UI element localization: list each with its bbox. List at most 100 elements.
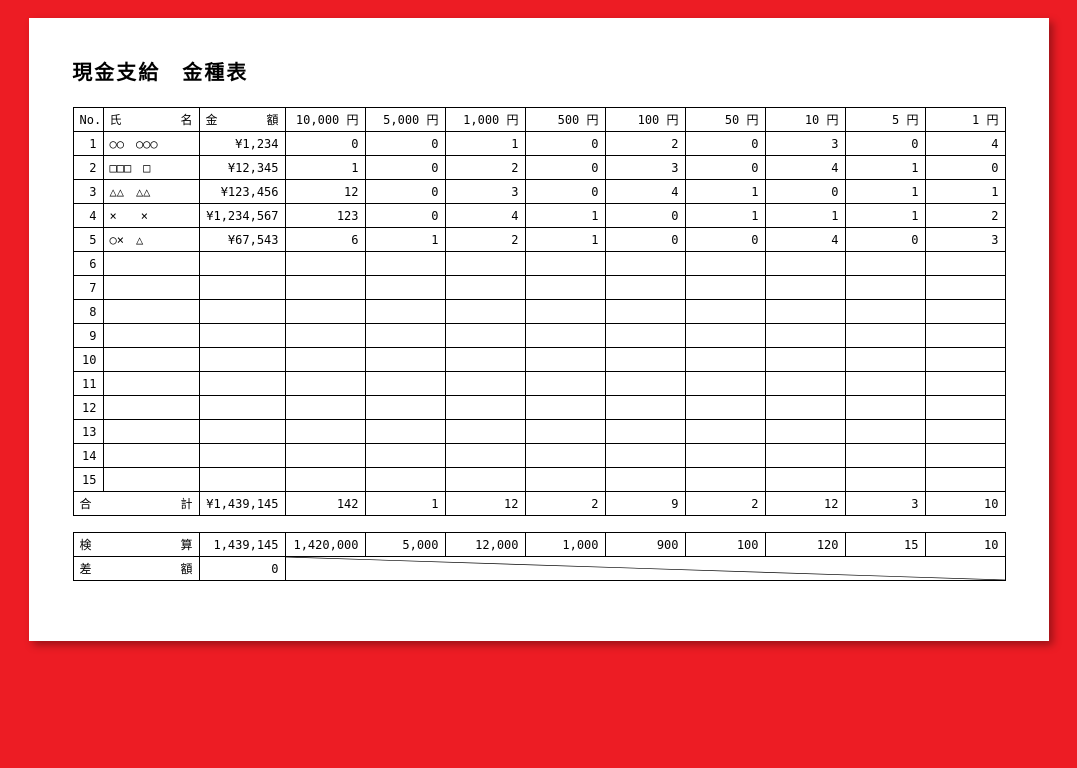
cell-denom: [285, 348, 365, 372]
diff-slash-cell: [285, 557, 1005, 581]
cell-name: [103, 252, 199, 276]
table-row: 10: [73, 348, 1005, 372]
cell-denom: [525, 348, 605, 372]
table-row: 3△△ △△¥123,4561203041011: [73, 180, 1005, 204]
cell-denom: 2: [445, 156, 525, 180]
verify-denom: 1,000: [525, 533, 605, 557]
cell-denom: [845, 372, 925, 396]
totals-row: 合 計 ¥1,439,145 142 1 12 2 9 2 12 3 10: [73, 492, 1005, 516]
cell-denom: [685, 252, 765, 276]
cell-denom: 0: [525, 156, 605, 180]
cell-denom: 1: [285, 156, 365, 180]
cell-amount: [199, 324, 285, 348]
cell-denom: 0: [765, 180, 845, 204]
verify-denom: 15: [845, 533, 925, 557]
header-amount: 金 額: [199, 108, 285, 132]
verify-denom: 100: [685, 533, 765, 557]
cell-name: [103, 348, 199, 372]
cell-denom: [605, 300, 685, 324]
cell-amount: [199, 444, 285, 468]
cell-no: 2: [73, 156, 103, 180]
cell-no: 10: [73, 348, 103, 372]
cell-denom: [925, 348, 1005, 372]
cell-denom: [925, 252, 1005, 276]
totals-denom: 9: [605, 492, 685, 516]
cell-name: [103, 324, 199, 348]
cell-name: ○○ ○○○: [103, 132, 199, 156]
diff-label: 差 額: [73, 557, 199, 581]
cell-amount: ¥67,543: [199, 228, 285, 252]
table-row: 8: [73, 300, 1005, 324]
cell-denom: 2: [605, 132, 685, 156]
cell-denom: 4: [925, 132, 1005, 156]
cell-denom: [925, 324, 1005, 348]
cell-name: [103, 276, 199, 300]
diff-row: 差 額 0: [73, 557, 1005, 581]
cell-amount: ¥1,234: [199, 132, 285, 156]
cell-denom: [605, 252, 685, 276]
cell-amount: ¥12,345: [199, 156, 285, 180]
diagonal-line-icon: [286, 557, 1005, 580]
cell-denom: [765, 348, 845, 372]
table-row: 4× ×¥1,234,56712304101112: [73, 204, 1005, 228]
cell-denom: [925, 444, 1005, 468]
cell-denom: 0: [365, 132, 445, 156]
cell-no: 7: [73, 276, 103, 300]
cell-denom: [685, 300, 765, 324]
cell-denom: [765, 324, 845, 348]
cell-amount: [199, 276, 285, 300]
header-denom: 1,000 円: [445, 108, 525, 132]
cell-denom: [925, 396, 1005, 420]
cell-denom: 0: [685, 132, 765, 156]
cell-denom: 0: [925, 156, 1005, 180]
cell-denom: [365, 444, 445, 468]
cell-denom: [445, 396, 525, 420]
cell-denom: [605, 468, 685, 492]
cell-denom: [525, 420, 605, 444]
cell-denom: 0: [605, 204, 685, 228]
cell-denom: [525, 324, 605, 348]
verification-table: 検 算 1,439,145 1,420,000 5,000 12,000 1,0…: [73, 532, 1006, 581]
cell-denom: [605, 276, 685, 300]
totals-denom: 12: [445, 492, 525, 516]
table-row: 15: [73, 468, 1005, 492]
cell-denom: [765, 420, 845, 444]
cell-denom: 1: [365, 228, 445, 252]
cell-denom: [285, 300, 365, 324]
cell-denom: [845, 468, 925, 492]
cell-denom: 0: [365, 204, 445, 228]
header-denom: 5,000 円: [365, 108, 445, 132]
cell-denom: 1: [845, 156, 925, 180]
cell-denom: [685, 324, 765, 348]
cell-denom: [765, 444, 845, 468]
cell-denom: [525, 276, 605, 300]
verify-denom: 1,420,000: [285, 533, 365, 557]
verify-amount: 1,439,145: [199, 533, 285, 557]
cell-denom: [285, 444, 365, 468]
cell-denom: 0: [525, 132, 605, 156]
cell-denom: [845, 396, 925, 420]
cell-denom: 1: [445, 132, 525, 156]
cell-denom: [285, 468, 365, 492]
cell-denom: [285, 324, 365, 348]
cell-denom: [765, 252, 845, 276]
cell-name: □□□ □: [103, 156, 199, 180]
table-row: 14: [73, 444, 1005, 468]
cell-denom: [685, 276, 765, 300]
cell-denom: 4: [765, 156, 845, 180]
cell-denom: [685, 444, 765, 468]
header-no: No.: [73, 108, 103, 132]
header-denom: 1 円: [925, 108, 1005, 132]
cell-denom: 3: [925, 228, 1005, 252]
cell-denom: [365, 372, 445, 396]
cell-denom: 12: [285, 180, 365, 204]
cell-denom: 4: [605, 180, 685, 204]
header-denom: 5 円: [845, 108, 925, 132]
table-body: 1○○ ○○○¥1,2340010203042□□□ □¥12,34510203…: [73, 132, 1005, 492]
cell-denom: 3: [605, 156, 685, 180]
cell-denom: [845, 300, 925, 324]
table-row: 13: [73, 420, 1005, 444]
cell-denom: [525, 468, 605, 492]
header-denom: 100 円: [605, 108, 685, 132]
cell-denom: [365, 300, 445, 324]
